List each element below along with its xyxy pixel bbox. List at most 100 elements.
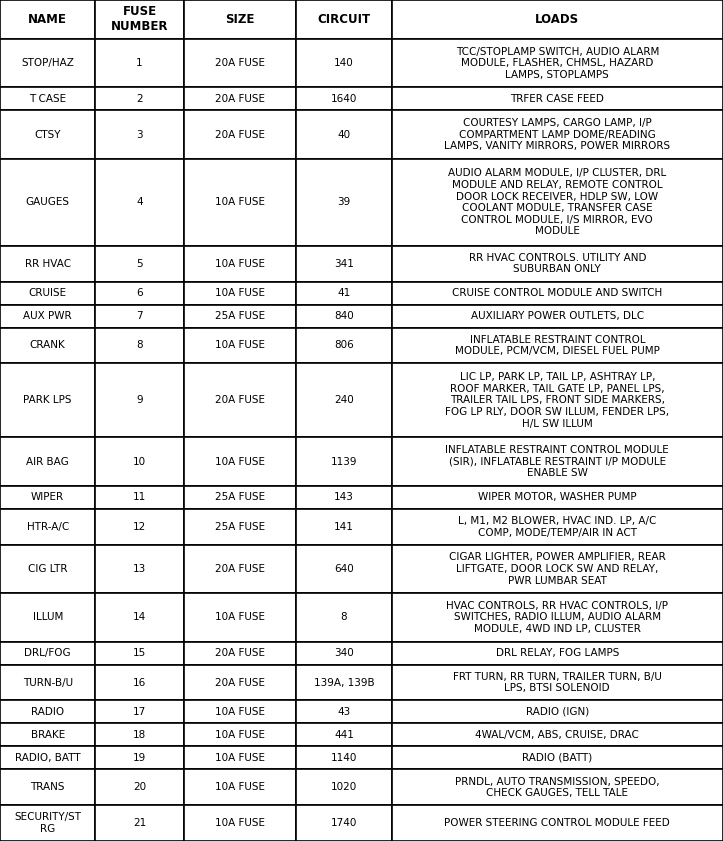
Text: 20A FUSE: 20A FUSE bbox=[215, 395, 265, 405]
Text: TRANS: TRANS bbox=[30, 782, 65, 792]
Bar bbox=[392, 509, 723, 545]
Text: 8: 8 bbox=[136, 341, 143, 351]
Text: 40: 40 bbox=[338, 130, 351, 140]
Bar bbox=[0, 87, 95, 110]
Bar bbox=[296, 593, 392, 642]
Bar bbox=[392, 545, 723, 593]
Text: RADIO (IGN): RADIO (IGN) bbox=[526, 707, 589, 717]
Bar bbox=[95, 664, 184, 701]
Bar bbox=[95, 327, 184, 363]
Bar bbox=[184, 87, 296, 110]
Text: WIPER: WIPER bbox=[31, 492, 64, 502]
Bar bbox=[184, 159, 296, 246]
Text: 14: 14 bbox=[133, 612, 146, 622]
Bar bbox=[392, 327, 723, 363]
Text: 7: 7 bbox=[136, 311, 143, 321]
Text: 141: 141 bbox=[334, 521, 354, 532]
Text: CRANK: CRANK bbox=[30, 341, 66, 351]
Bar bbox=[296, 642, 392, 664]
Text: STOP/HAZ: STOP/HAZ bbox=[21, 58, 74, 68]
Bar bbox=[95, 545, 184, 593]
Text: 143: 143 bbox=[334, 492, 354, 502]
Bar bbox=[296, 747, 392, 770]
Text: 20: 20 bbox=[133, 782, 146, 792]
Text: 43: 43 bbox=[338, 707, 351, 717]
Text: 25A FUSE: 25A FUSE bbox=[215, 521, 265, 532]
Bar bbox=[95, 39, 184, 87]
Bar bbox=[184, 304, 296, 327]
Bar bbox=[0, 805, 95, 841]
Bar bbox=[392, 39, 723, 87]
Text: 12: 12 bbox=[133, 521, 146, 532]
Bar bbox=[392, 664, 723, 701]
Bar bbox=[296, 159, 392, 246]
Bar bbox=[95, 0, 184, 39]
Text: HTR-A/C: HTR-A/C bbox=[27, 521, 69, 532]
Text: 10A FUSE: 10A FUSE bbox=[215, 259, 265, 268]
Bar bbox=[0, 770, 95, 805]
Bar bbox=[392, 770, 723, 805]
Text: 4WAL/VCM, ABS, CRUISE, DRAC: 4WAL/VCM, ABS, CRUISE, DRAC bbox=[476, 730, 639, 740]
Text: 10A FUSE: 10A FUSE bbox=[215, 341, 265, 351]
Text: L, M1, M2 BLOWER, HVAC IND. LP, A/C
COMP, MODE/TEMP/AIR IN ACT: L, M1, M2 BLOWER, HVAC IND. LP, A/C COMP… bbox=[458, 516, 656, 537]
Text: 240: 240 bbox=[334, 395, 354, 405]
Text: 41: 41 bbox=[338, 288, 351, 298]
Bar bbox=[392, 437, 723, 486]
Bar bbox=[95, 363, 184, 437]
Text: CIG LTR: CIG LTR bbox=[28, 564, 67, 574]
Bar bbox=[184, 723, 296, 747]
Text: LOADS: LOADS bbox=[535, 13, 579, 26]
Text: INFLATABLE RESTRAINT CONTROL
MODULE, PCM/VCM, DIESEL FUEL PUMP: INFLATABLE RESTRAINT CONTROL MODULE, PCM… bbox=[455, 335, 660, 357]
Text: CIGAR LIGHTER, POWER AMPLIFIER, REAR
LIFTGATE, DOOR LOCK SW AND RELAY,
PWR LUMBA: CIGAR LIGHTER, POWER AMPLIFIER, REAR LIF… bbox=[449, 553, 666, 585]
Bar bbox=[392, 701, 723, 723]
Text: RADIO: RADIO bbox=[31, 707, 64, 717]
Text: 20A FUSE: 20A FUSE bbox=[215, 130, 265, 140]
Text: 10A FUSE: 10A FUSE bbox=[215, 707, 265, 717]
Bar bbox=[0, 593, 95, 642]
Text: AUXILIARY POWER OUTLETS, DLC: AUXILIARY POWER OUTLETS, DLC bbox=[471, 311, 644, 321]
Bar bbox=[95, 747, 184, 770]
Text: 1640: 1640 bbox=[330, 94, 357, 104]
Text: 20A FUSE: 20A FUSE bbox=[215, 94, 265, 104]
Bar bbox=[392, 593, 723, 642]
Bar bbox=[392, 747, 723, 770]
Bar bbox=[296, 723, 392, 747]
Bar bbox=[296, 327, 392, 363]
Bar bbox=[184, 39, 296, 87]
Text: RR HVAC: RR HVAC bbox=[25, 259, 71, 268]
Bar bbox=[296, 509, 392, 545]
Text: 1139: 1139 bbox=[330, 457, 357, 467]
Bar bbox=[0, 110, 95, 159]
Bar bbox=[296, 110, 392, 159]
Text: 17: 17 bbox=[133, 707, 146, 717]
Text: PRNDL, AUTO TRANSMISSION, SPEEDO,
CHECK GAUGES, TELL TALE: PRNDL, AUTO TRANSMISSION, SPEEDO, CHECK … bbox=[455, 776, 659, 798]
Text: 1: 1 bbox=[136, 58, 143, 68]
Text: 6: 6 bbox=[136, 288, 143, 298]
Bar bbox=[0, 437, 95, 486]
Text: 8: 8 bbox=[341, 612, 347, 622]
Bar bbox=[0, 545, 95, 593]
Bar bbox=[95, 87, 184, 110]
Text: AUDIO ALARM MODULE, I/P CLUSTER, DRL
MODULE AND RELAY, REMOTE CONTROL
DOOR LOCK : AUDIO ALARM MODULE, I/P CLUSTER, DRL MOD… bbox=[448, 168, 667, 236]
Bar bbox=[184, 110, 296, 159]
Text: RADIO (BATT): RADIO (BATT) bbox=[522, 753, 592, 763]
Text: 10A FUSE: 10A FUSE bbox=[215, 288, 265, 298]
Text: AIR BAG: AIR BAG bbox=[26, 457, 69, 467]
Bar bbox=[392, 723, 723, 747]
Bar bbox=[296, 701, 392, 723]
Bar bbox=[392, 0, 723, 39]
Text: 25A FUSE: 25A FUSE bbox=[215, 311, 265, 321]
Text: T CASE: T CASE bbox=[29, 94, 67, 104]
Bar bbox=[184, 363, 296, 437]
Bar bbox=[0, 363, 95, 437]
Text: 10A FUSE: 10A FUSE bbox=[215, 457, 265, 467]
Bar bbox=[95, 159, 184, 246]
Text: DRL/FOG: DRL/FOG bbox=[25, 648, 71, 659]
Bar bbox=[184, 664, 296, 701]
Text: 10: 10 bbox=[133, 457, 146, 467]
Text: CRUISE CONTROL MODULE AND SWITCH: CRUISE CONTROL MODULE AND SWITCH bbox=[452, 288, 662, 298]
Text: BRAKE: BRAKE bbox=[30, 730, 65, 740]
Bar bbox=[184, 701, 296, 723]
Text: 19: 19 bbox=[133, 753, 146, 763]
Bar bbox=[0, 723, 95, 747]
